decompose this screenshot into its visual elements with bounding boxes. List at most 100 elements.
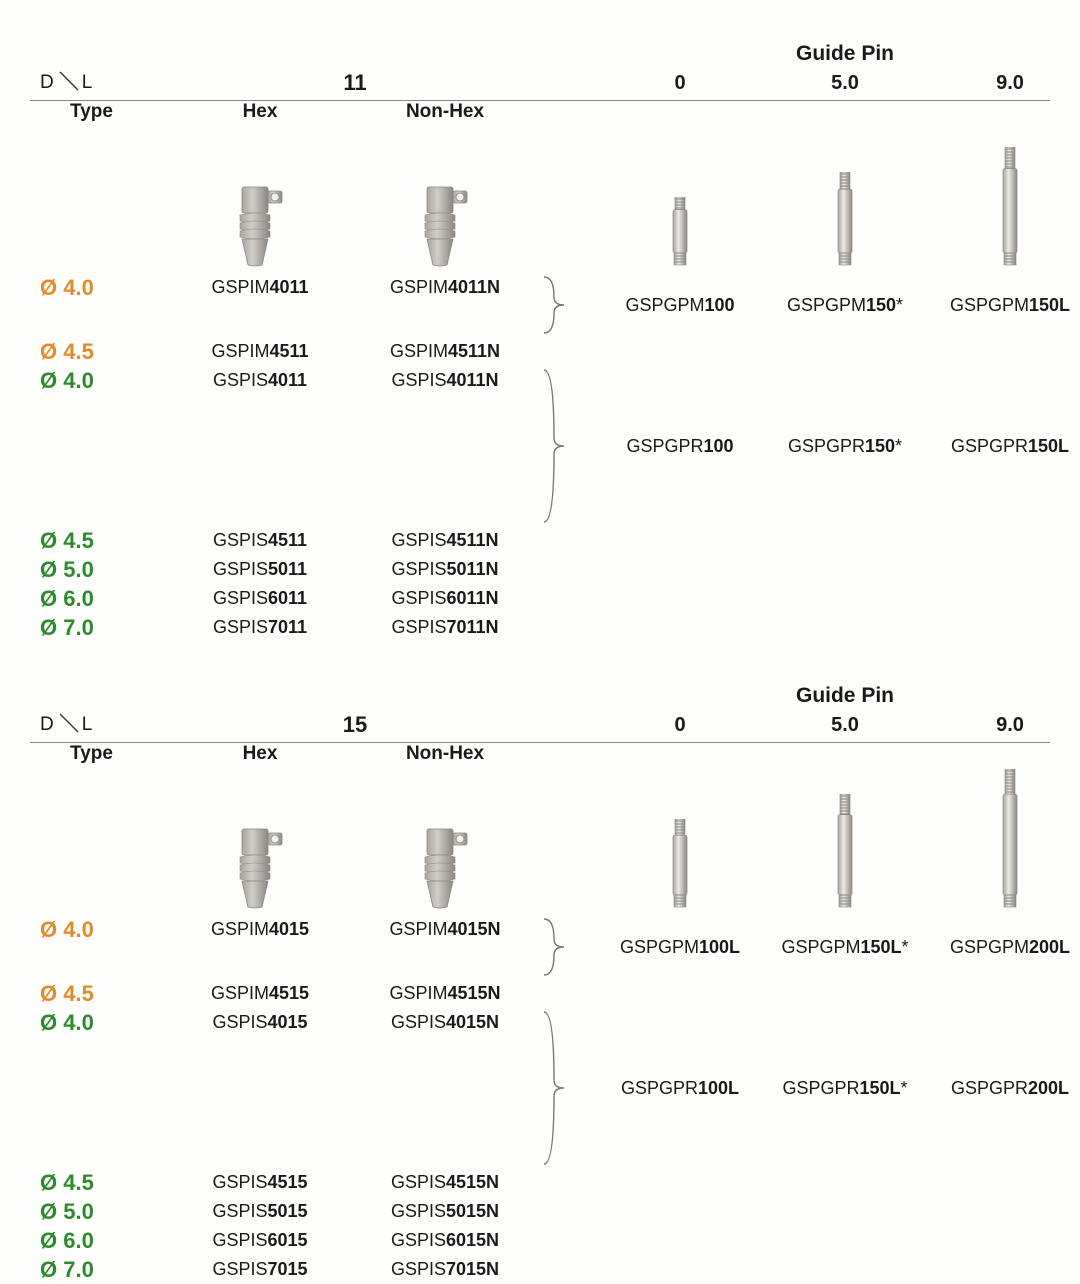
pin-green-1: GSPGPR150L*: [760, 1078, 930, 1099]
pin-hdr-1: 5.0: [760, 68, 930, 99]
nonhex-code: GSPIS4015N: [350, 1008, 540, 1037]
diameter: Ø 4.0: [30, 1010, 170, 1036]
abutment-icon: [232, 827, 288, 909]
pin-hdr-2: 9.0: [930, 710, 1080, 741]
nonhex-code: GSPIM4015N: [350, 915, 540, 944]
catalog-root: Guide Pin DL 11 0 5.0 9.0 Type Hex Non-H…: [30, 40, 1050, 1284]
type-row: Type Hex Non-Hex: [30, 743, 1050, 765]
super-header: Guide Pin: [30, 40, 1050, 66]
pin-green-2: GSPGPR150L: [930, 436, 1080, 457]
row-green-0: Ø 4.0 GSPIS4015 GSPIS4015N GSPGPR100LGSP…: [30, 1008, 1050, 1168]
row-green-3: Ø 6.0 GSPIS6015 GSPIS6015N: [30, 1226, 1050, 1255]
nonhex-code: GSPIS4511N: [350, 526, 540, 555]
guide-pin-icon: [999, 147, 1021, 267]
hex-code: GSPIM4511: [170, 337, 350, 366]
dl-axis: DL: [30, 70, 170, 96]
nonhex-code: GSPIS5011N: [350, 555, 540, 584]
nonhex-code: GSPIS7015N: [350, 1255, 540, 1284]
row-green-1: Ø 4.5 GSPIS4515 GSPIS4515N: [30, 1168, 1050, 1197]
nonhex-code: GSPIS6011N: [350, 584, 540, 613]
nonhex-code: GSPIM4511N: [350, 337, 540, 366]
pin-orange-0: GSPGPM100L: [600, 937, 760, 958]
row-green-2: Ø 5.0 GSPIS5011 GSPIS5011N: [30, 555, 1050, 584]
abutment-icon: [417, 185, 473, 267]
abutment-icon: [232, 185, 288, 267]
nonhex-code: GSPIS7011N: [350, 613, 540, 642]
row-green-3: Ø 6.0 GSPIS6011 GSPIS6011N: [30, 584, 1050, 613]
hex-code: GSPIS6011: [170, 584, 350, 613]
pin-orange-1: GSPGPM150*: [760, 295, 930, 316]
hex-code: GSPIS5011: [170, 555, 350, 584]
pin-hdr-0: 0: [600, 710, 760, 741]
icon-row: [30, 765, 1050, 915]
hex-code: GSPIS4515: [170, 1168, 350, 1197]
header-row: DL 11 0 5.0 9.0: [30, 66, 1050, 101]
guide-pin-icon: [834, 794, 856, 909]
row-green-0: Ø 4.0 GSPIS4011 GSPIS4011N GSPGPR100GSPG…: [30, 366, 1050, 526]
nonhex-label: Non-Hex: [350, 101, 540, 123]
nonhex-code: GSPIS5015N: [350, 1197, 540, 1226]
guide-pin-icon: [834, 172, 856, 267]
diameter: Ø 7.0: [30, 1257, 170, 1283]
row-green-1: Ø 4.5 GSPIS4511 GSPIS4511N: [30, 526, 1050, 555]
hex-label: Hex: [170, 743, 350, 765]
hex-code: GSPIS5015: [170, 1197, 350, 1226]
nonhex-code: GSPIS4011N: [350, 366, 540, 395]
nonhex-label: Non-Hex: [350, 743, 540, 765]
row-orange-0: Ø 4.0 GSPIM4011 GSPIM4011N GSPGPM100GSPG…: [30, 273, 1050, 337]
pin-green-0: GSPGPR100L: [600, 1078, 760, 1099]
dl-axis: DL: [30, 712, 170, 738]
l-value: 11: [170, 66, 540, 100]
diameter: Ø 5.0: [30, 557, 170, 583]
pin-green-2: GSPGPR200L: [930, 1078, 1080, 1099]
type-label: Type: [30, 743, 170, 765]
nonhex-code: GSPIM4515N: [350, 979, 540, 1008]
hex-code: GSPIS4511: [170, 526, 350, 555]
diameter: Ø 6.0: [30, 1228, 170, 1254]
diameter: Ø 4.0: [30, 917, 170, 943]
bracket-icon: [540, 273, 570, 337]
hex-code: GSPIM4011: [170, 273, 350, 302]
l-value: 15: [170, 708, 540, 742]
diameter: Ø 4.0: [30, 368, 170, 394]
pin-orange-2: GSPGPM150L: [930, 295, 1080, 316]
diameter: Ø 4.5: [30, 528, 170, 554]
pin-hdr-1: 5.0: [760, 710, 930, 741]
type-label: Type: [30, 101, 170, 123]
hex-code: GSPIS4015: [170, 1008, 350, 1037]
hex-code: GSPIS7011: [170, 613, 350, 642]
guide-pin-icon: [999, 769, 1021, 909]
super-header: Guide Pin: [30, 682, 1050, 708]
pin-hdr-0: 0: [600, 68, 760, 99]
pin-green-1: GSPGPR150*: [760, 436, 930, 457]
icon-row: [30, 123, 1050, 273]
bracket-icon: [540, 915, 570, 979]
pin-orange-2: GSPGPM200L: [930, 937, 1080, 958]
abutment-icon: [417, 827, 473, 909]
bracket-icon: [540, 366, 570, 526]
type-row: Type Hex Non-Hex: [30, 101, 1050, 123]
hex-code: GSPIS7015: [170, 1255, 350, 1284]
bracket-icon: [540, 1008, 570, 1168]
hex-code: GSPIM4515: [170, 979, 350, 1008]
nonhex-code: GSPIM4011N: [350, 273, 540, 302]
row-orange-1: Ø 4.5 GSPIM4515 GSPIM4515N: [30, 979, 1050, 1008]
pin-green-0: GSPGPR100: [600, 436, 760, 457]
diameter: Ø 5.0: [30, 1199, 170, 1225]
hex-code: GSPIS6015: [170, 1226, 350, 1255]
row-green-2: Ø 5.0 GSPIS5015 GSPIS5015N: [30, 1197, 1050, 1226]
nonhex-code: GSPIS6015N: [350, 1226, 540, 1255]
diameter: Ø 4.5: [30, 981, 170, 1007]
row-orange-1: Ø 4.5 GSPIM4511 GSPIM4511N: [30, 337, 1050, 366]
guide-pin-icon: [669, 819, 691, 909]
section-1: Guide Pin DL 15 0 5.0 9.0 Type Hex Non-H…: [30, 682, 1050, 1284]
row-green-4: Ø 7.0 GSPIS7015 GSPIS7015N: [30, 1255, 1050, 1284]
hex-label: Hex: [170, 101, 350, 123]
diameter: Ø 4.5: [30, 339, 170, 365]
diameter: Ø 4.5: [30, 1170, 170, 1196]
diameter: Ø 7.0: [30, 615, 170, 641]
hex-code: GSPIM4015: [170, 915, 350, 944]
row-green-4: Ø 7.0 GSPIS7011 GSPIS7011N: [30, 613, 1050, 642]
diameter: Ø 6.0: [30, 586, 170, 612]
row-orange-0: Ø 4.0 GSPIM4015 GSPIM4015N GSPGPM100LGSP…: [30, 915, 1050, 979]
